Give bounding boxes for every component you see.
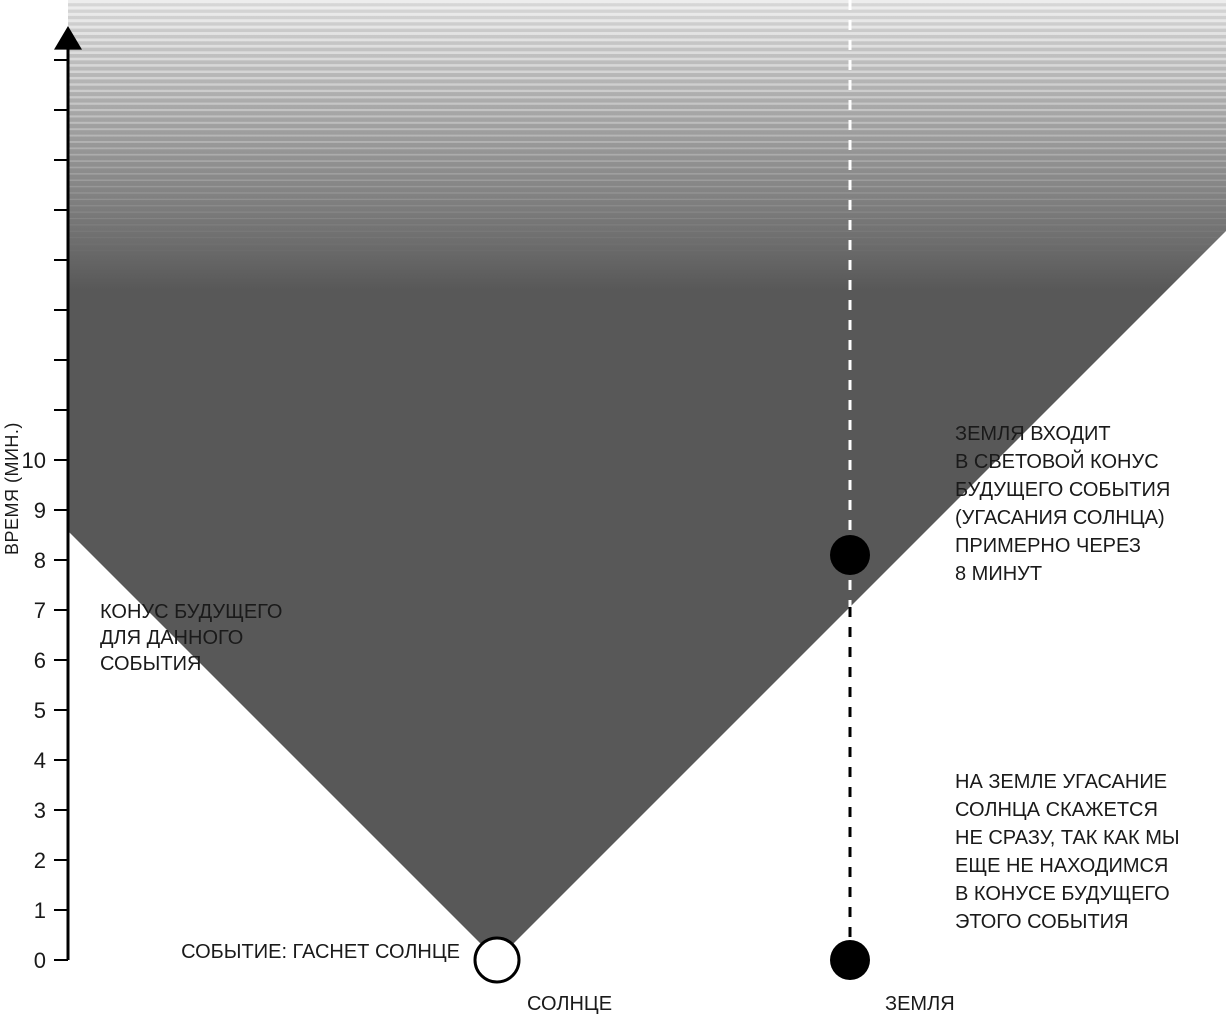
- cone-caption-line: СОБЫТИЯ: [100, 653, 201, 675]
- axis-tick-label: 7: [34, 598, 46, 623]
- cone-caption-line: КОНУС БУДУЩЕГО: [100, 601, 282, 623]
- not-yet-caption-line: НА ЗЕМЛЕ УГАСАНИЕ: [955, 771, 1167, 793]
- axis-tick-label: 9: [34, 498, 46, 523]
- axis-tick-label: 5: [34, 698, 46, 723]
- axis-tick-label: 10: [22, 448, 46, 473]
- earth-enters-caption-line: 8 МИНУТ: [955, 563, 1042, 585]
- sun-label: СОЛНЦЕ: [527, 993, 612, 1015]
- earth-enters-caption-line: (УГАСАНИЯ СОЛНЦА): [955, 507, 1165, 529]
- axis-tick-label: 4: [34, 748, 46, 773]
- earth-enters-cone-marker: [830, 535, 870, 575]
- diagram-svg: 0 1 2 3 4 5 6 7 8 9 10ВРЕМЯ (МИН.) СОЛНЦЕ ЗЕМЛЯ КОНУС…: [0, 0, 1226, 1028]
- axis-tick-label: 1: [34, 898, 46, 923]
- axis-tick-label: 2: [34, 848, 46, 873]
- sun-event-caption: СОБЫТИЕ: ГАСНЕТ СОЛНЦЕ: [181, 941, 460, 963]
- lightcone-diagram: 0 1 2 3 4 5 6 7 8 9 10ВРЕМЯ (МИН.) СОЛНЦЕ ЗЕМЛЯ КОНУС…: [0, 0, 1226, 1028]
- time-axis-label: ВРЕМЯ (МИН.): [2, 422, 22, 555]
- earth-enters-caption-line: В СВЕТОВОЙ КОНУС: [955, 449, 1159, 473]
- earth-label: ЗЕМЛЯ: [885, 993, 955, 1015]
- earth-enters-caption-line: ПРИМЕРНО ЧЕРЕЗ: [955, 535, 1141, 557]
- cone-caption-line: ДЛЯ ДАННОГО: [100, 627, 243, 649]
- not-yet-caption-line: ЕЩЕ НЕ НАХОДИМСЯ: [955, 855, 1168, 877]
- axis-tick-label: 0: [34, 948, 46, 973]
- earth-enters-caption-line: БУДУЩЕГО СОБЫТИЯ: [955, 479, 1170, 501]
- axis-tick-label: 6: [34, 648, 46, 673]
- axis-tick-label: 8: [34, 548, 46, 573]
- not-yet-caption-line: В КОНУСЕ БУДУЩЕГО: [955, 883, 1170, 905]
- not-yet-caption-line: НЕ СРАЗУ, ТАК КАК МЫ: [955, 827, 1180, 849]
- not-yet-caption-line: СОЛНЦА СКАЖЕТСЯ: [955, 799, 1158, 821]
- axis-tick-label: 3: [34, 798, 46, 823]
- not-yet-caption-line: ЭТОГО СОБЫТИЯ: [955, 911, 1129, 933]
- earth-marker-start: [830, 940, 870, 980]
- sun-event-marker: [475, 938, 519, 982]
- earth-enters-caption-line: ЗЕМЛЯ ВХОДИТ: [955, 423, 1111, 445]
